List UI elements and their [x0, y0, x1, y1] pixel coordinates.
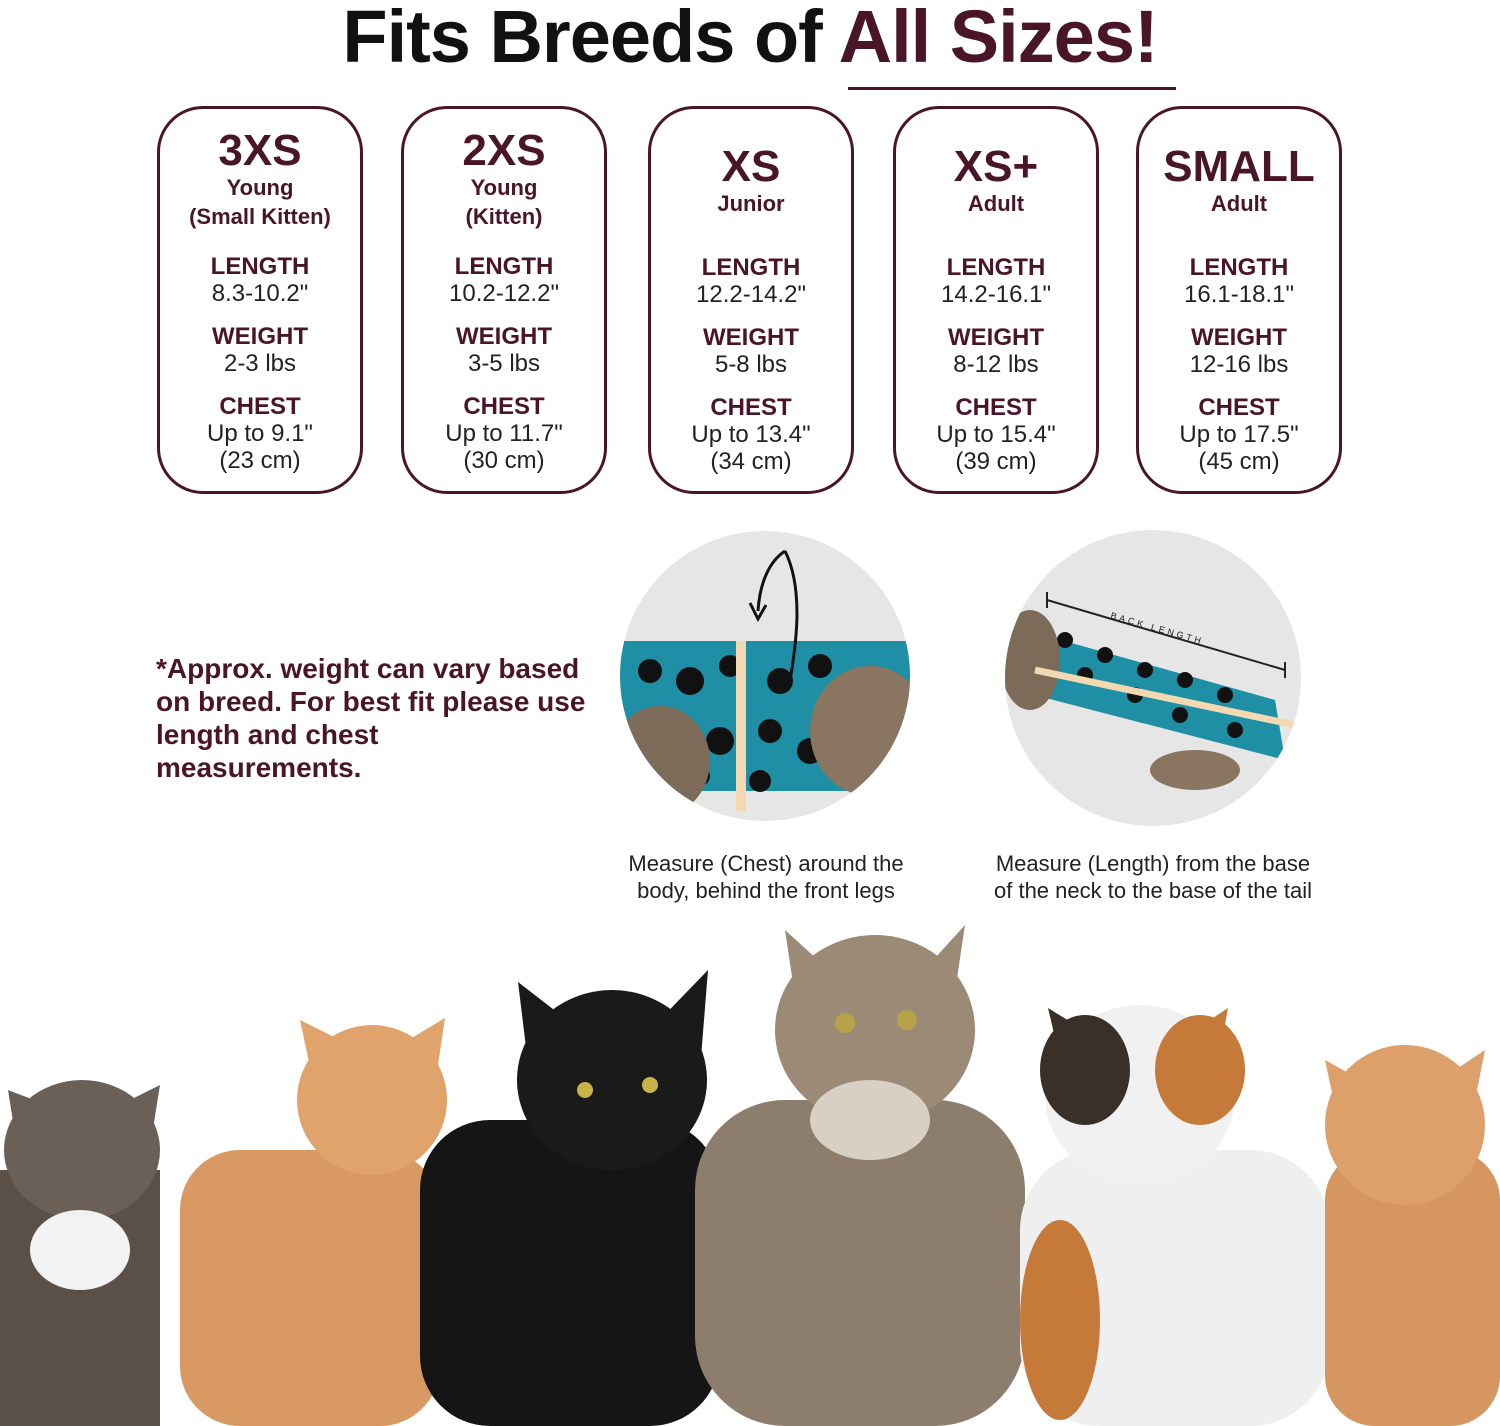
chest-value: Up to 11.7"	[445, 420, 563, 447]
chest-value: Up to 15.4"	[936, 421, 1056, 448]
weight-value: 3-5 lbs	[467, 350, 541, 377]
chest-cm-value: (30 cm)	[463, 447, 545, 474]
length-label: LENGTH	[946, 254, 1046, 281]
length-label: LENGTH	[701, 254, 801, 281]
chest-measure-photo	[620, 531, 910, 821]
page-title: Fits Breeds of All Sizes!	[0, 0, 1500, 79]
calico-cat	[1020, 1005, 1330, 1426]
age-label: Young	[226, 175, 294, 200]
weight-label: WEIGHT	[1191, 324, 1287, 351]
title-underline	[848, 87, 1176, 90]
size-name: SMALL	[1163, 142, 1315, 191]
size-card-3xs: 3XS Young (Small Kitten) LENGTH 8.3-10.2"…	[157, 106, 363, 494]
chest-value: Up to 13.4"	[691, 421, 811, 448]
weight-value: 2-3 lbs	[223, 350, 297, 377]
black-cat	[420, 970, 720, 1426]
weight-label: WEIGHT	[212, 323, 308, 350]
length-caption: Measure (Length) from the base of the ne…	[994, 851, 1312, 903]
weight-value: 5-8 lbs	[714, 351, 788, 378]
age-sublabel: (Kitten)	[465, 204, 543, 229]
size-card-xs: XS Junior LENGTH 12.2-14.2" WEIGHT 5-8 lbs…	[648, 106, 854, 494]
chest-label: CHEST	[219, 393, 301, 420]
age-label: Adult	[1210, 191, 1268, 216]
size-name: 3XS	[218, 126, 302, 175]
chest-label: CHEST	[955, 394, 1037, 421]
size-name: XS+	[953, 142, 1039, 191]
size-card-small: SMALL Adult LENGTH 16.1-18.1" WEIGHT 12-16…	[1136, 106, 1342, 494]
chest-cm-value: (34 cm)	[710, 448, 792, 475]
age-label: Adult	[967, 191, 1025, 216]
chest-label: CHEST	[710, 394, 792, 421]
cats-photo	[0, 925, 1500, 1426]
length-value: 12.2-14.2"	[696, 281, 806, 308]
size-card-2xs: 2XS Young (Kitten) LENGTH 10.2-12.2" WEIG…	[401, 106, 607, 494]
chest-value: Up to 17.5"	[1179, 421, 1299, 448]
size-card-xs-plus: XS+ Adult LENGTH 14.2-16.1" WEIGHT 8-12 lb…	[893, 106, 1099, 494]
chest-label: CHEST	[1198, 394, 1280, 421]
chest-cm-value: (45 cm)	[1198, 448, 1280, 475]
size-name: XS	[721, 142, 781, 191]
length-value: 14.2-16.1"	[941, 281, 1051, 308]
weight-label: WEIGHT	[456, 323, 552, 350]
chest-cm-value: (39 cm)	[955, 448, 1037, 475]
weight-label: WEIGHT	[948, 324, 1044, 351]
size-name: 2XS	[462, 126, 546, 175]
orange-kitten	[180, 1018, 447, 1426]
length-label: LENGTH	[1189, 254, 1289, 281]
maine-coon-cat	[695, 925, 1025, 1426]
length-value: 16.1-18.1"	[1184, 281, 1294, 308]
length-value: 8.3-10.2"	[211, 280, 309, 307]
weight-value: 8-12 lbs	[953, 351, 1039, 378]
title-accent: All Sizes!	[838, 0, 1159, 78]
age-label: Young	[470, 175, 538, 200]
weight-value: 12-16 lbs	[1189, 351, 1289, 378]
fit-note: *Approx. weight can vary based on breed.…	[156, 653, 586, 783]
chest-label: CHEST	[463, 393, 545, 420]
length-value: 10.2-12.2"	[449, 280, 559, 307]
age-sublabel: (Small Kitten)	[189, 204, 331, 229]
weight-label: WEIGHT	[703, 324, 799, 351]
age-label: Junior	[717, 191, 785, 216]
length-label: LENGTH	[454, 253, 554, 280]
tabby-kitten	[0, 1080, 160, 1426]
chest-caption: Measure (Chest) around the body, behind …	[628, 851, 904, 903]
chest-value: Up to 9.1"	[207, 420, 313, 447]
length-label: LENGTH	[210, 253, 310, 280]
orange-cat	[1325, 1045, 1500, 1426]
chest-cm-value: (23 cm)	[219, 447, 301, 474]
length-measure-photo: BACK LENGTH	[1005, 530, 1301, 826]
